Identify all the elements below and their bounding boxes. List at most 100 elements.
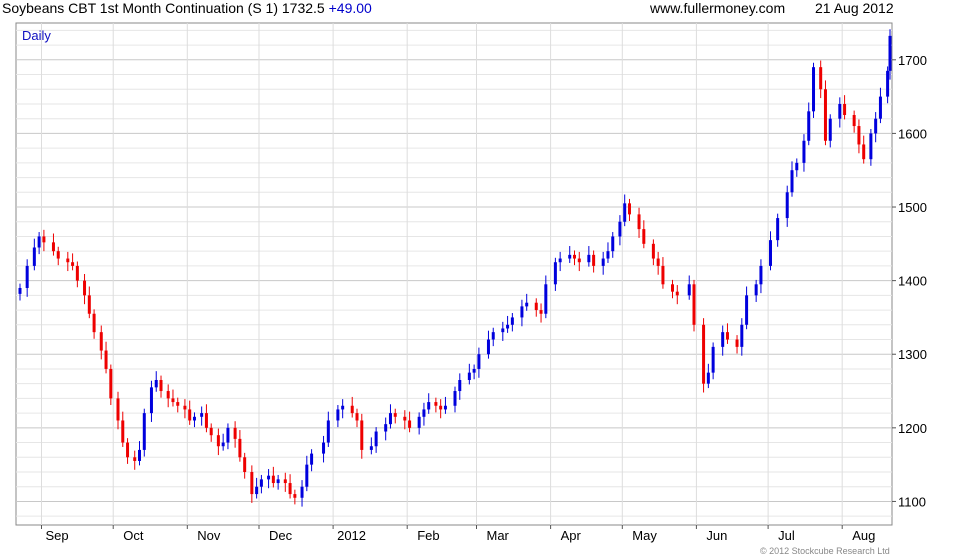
candle-body [544, 284, 548, 314]
candle-body [37, 236, 41, 248]
candle-body [51, 242, 55, 252]
candle-body [618, 221, 622, 237]
candle-body [692, 284, 696, 325]
candle-body [606, 251, 610, 259]
candle-body [66, 258, 70, 263]
candle-body [725, 332, 729, 340]
candle-body [149, 387, 153, 414]
candle-body [642, 229, 646, 244]
candle-body [422, 409, 426, 417]
candle-body [159, 379, 163, 392]
candle-body [740, 324, 744, 347]
candle-body [886, 70, 890, 97]
candle-body [506, 324, 510, 329]
candle-body [384, 424, 388, 432]
candle-body [477, 354, 481, 369]
candle-body [374, 431, 378, 447]
candle-body [828, 118, 832, 141]
candle-body [56, 251, 60, 259]
candle-body [577, 258, 581, 263]
candle-body [83, 280, 87, 296]
candle-body [671, 284, 674, 292]
candle-body [216, 435, 220, 447]
candle-body [656, 258, 660, 266]
grid [16, 23, 892, 525]
candle-body [458, 379, 462, 392]
candle-body [857, 126, 861, 145]
candle-body [75, 265, 79, 281]
candle-body [823, 89, 827, 141]
candle-body [360, 420, 364, 450]
candle-body [171, 398, 175, 403]
candle-body [138, 449, 142, 461]
candle-body [226, 427, 230, 443]
y-tick-label: 1700 [898, 53, 927, 68]
x-tick-label: Oct [123, 528, 144, 543]
copyright-notice: © 2012 Stockcube Research Ltd [760, 546, 890, 556]
plot-frame [15, 22, 893, 526]
candle-body [443, 405, 447, 410]
x-tick-label: Nov [197, 528, 221, 543]
candle-body [573, 254, 577, 259]
x-tick-label: Jun [706, 528, 727, 543]
candle-body [587, 254, 591, 263]
candle-body [276, 479, 280, 484]
candle-body [221, 442, 225, 447]
candle-body [99, 332, 103, 351]
candle-body [790, 170, 794, 193]
candle-body [852, 115, 856, 127]
candle-body [802, 140, 806, 163]
candle-body [623, 203, 627, 222]
candle-body [188, 409, 192, 421]
candle-body [785, 192, 789, 219]
x-tick-label: Sep [46, 528, 69, 543]
candle-body [233, 427, 237, 439]
candle-body [403, 416, 407, 421]
candle-body [259, 479, 263, 487]
candle-body [192, 416, 196, 421]
candle-body [869, 133, 873, 160]
x-tick-label: Jul [778, 528, 795, 543]
candle-body [434, 402, 438, 406]
candle-body [651, 243, 655, 259]
candle-body [706, 372, 710, 384]
candle-body [843, 103, 847, 116]
candle-body [874, 118, 878, 134]
y-axis: 1100 1200 1300 1400 1500 1600 1700 [892, 53, 927, 509]
candle-body [627, 203, 631, 215]
chart-date: 21 Aug 2012 [815, 0, 894, 16]
candle-body [592, 254, 596, 266]
candle-body [293, 494, 297, 498]
candle-body [776, 218, 780, 241]
period-label: Daily [22, 28, 51, 43]
y-tick-label: 1600 [898, 126, 927, 141]
candle-body [486, 339, 490, 355]
candle-body [838, 103, 842, 119]
candle-body [393, 413, 397, 417]
candle-body [711, 346, 715, 373]
candle-body [283, 479, 287, 484]
candle-body [553, 262, 557, 285]
y-tick-label: 1400 [898, 274, 927, 289]
candle-body [288, 483, 292, 495]
candle-body [336, 409, 340, 421]
candle-body [525, 302, 529, 307]
candle-body [25, 265, 29, 288]
candle-body [355, 413, 359, 421]
candle-body [601, 258, 605, 266]
candle-body [176, 402, 180, 406]
x-axis: Sep Oct Nov Dec 2012 Feb Mar Apr May Jun Jul Aug [41, 525, 875, 543]
candle-body [42, 236, 46, 243]
candle-body [501, 328, 505, 333]
candle-body [453, 391, 457, 406]
candle-body [819, 67, 823, 90]
candle-body [417, 416, 421, 428]
candle-body [888, 35, 892, 71]
candle-body [795, 162, 799, 171]
candle-body [267, 475, 271, 480]
candle-body [534, 302, 538, 311]
candle-body [126, 442, 130, 458]
candle-body [878, 96, 882, 119]
candle-body [350, 405, 354, 414]
